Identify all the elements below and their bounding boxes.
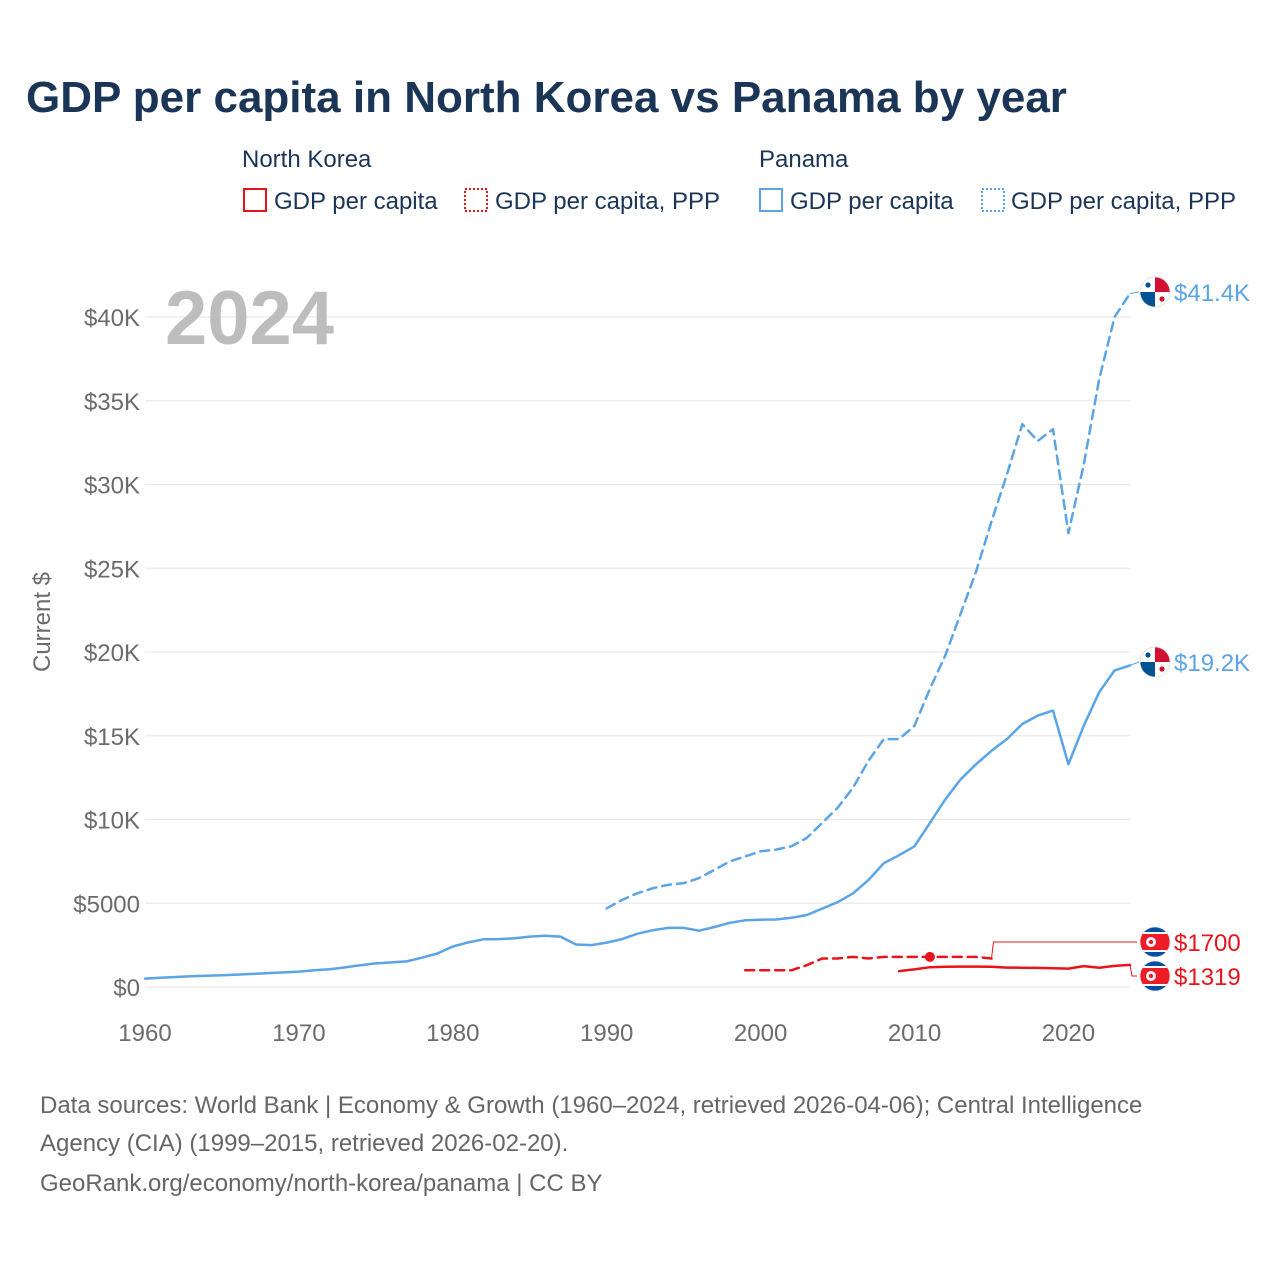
year-watermark: 2024 — [165, 276, 334, 361]
legend-swatch-panama-ppp — [981, 188, 1005, 212]
end-label-connector — [1129, 291, 1140, 295]
series-line-2 — [743, 955, 993, 972]
x-tick-label: 1990 — [580, 1020, 633, 1047]
series — [143, 292, 1132, 980]
footer-sources-cont: Agency (CIA) (1999–2015, retrieved 2026-… — [40, 1130, 568, 1157]
end-labels: $41.4K $19.2K $1700 $1319 — [991, 276, 1250, 992]
y-tick-label: $5000 — [73, 891, 140, 918]
y-tick-label: $10K — [84, 808, 140, 835]
series-line-1 — [143, 664, 1132, 980]
series-line-3 — [897, 963, 1132, 973]
end-label: $41.4K — [1174, 280, 1250, 307]
y-tick-label: $20K — [84, 640, 140, 667]
panama-flag-icon — [1139, 276, 1171, 308]
legend-item-north-korea-gdp: GDP per capita — [274, 188, 438, 215]
panama-flag-icon — [1139, 646, 1171, 678]
x-tick-label: 2010 — [888, 1020, 941, 1047]
north-korea-flag-icon — [1139, 960, 1171, 992]
y-tick-label: $15K — [84, 724, 140, 751]
x-axis-ticks: 1960 1970 1980 1990 2000 2010 2020 — [118, 1020, 1095, 1047]
x-tick-label: 1970 — [272, 1020, 325, 1047]
y-axis-label: Current $ — [29, 572, 56, 672]
y-tick-label: $30K — [84, 473, 140, 500]
end-label: $1700 — [1174, 930, 1241, 957]
legend-swatch-panama-gdp — [759, 188, 783, 212]
y-tick-label: $40K — [84, 305, 140, 332]
x-tick-label: 2020 — [1042, 1020, 1095, 1047]
end-label-connector — [1129, 661, 1140, 666]
x-tick-label: 1960 — [118, 1020, 171, 1047]
footer-url: GeoRank.org/economy/north-korea/panama |… — [40, 1170, 603, 1197]
footer-sources: Data sources: World Bank | Economy & Gro… — [40, 1092, 1142, 1119]
legend-group-north-korea: North Korea — [242, 146, 372, 173]
legend-item-panama-gdp: GDP per capita — [790, 188, 954, 215]
chart-title: GDP per capita in North Korea vs Panama … — [26, 73, 1067, 122]
north-korea-flag-icon — [1139, 926, 1171, 958]
y-tick-label: $25K — [84, 556, 140, 583]
legend: North Korea GDP per capita GDP per capit… — [242, 146, 1236, 215]
y-tick-label: $0 — [113, 975, 140, 1002]
legend-swatch-north-korea-gdp — [243, 188, 267, 212]
legend-group-panama: Panama — [759, 146, 849, 173]
x-tick-label: 1980 — [426, 1020, 479, 1047]
end-label: $19.2K — [1174, 650, 1250, 677]
x-tick-label: 2000 — [734, 1020, 787, 1047]
series-marker — [924, 951, 935, 962]
y-tick-label: $35K — [84, 389, 140, 416]
end-label: $1319 — [1174, 964, 1241, 991]
gridlines — [145, 316, 1130, 988]
end-label-connector — [1129, 964, 1137, 977]
series-line-0 — [605, 292, 1132, 910]
legend-item-north-korea-ppp: GDP per capita, PPP — [495, 188, 720, 215]
legend-item-panama-ppp: GDP per capita, PPP — [1011, 188, 1236, 215]
y-axis-ticks: $0 $5000 $10K $15K $20K $25K $30K $35K $40K — [73, 305, 140, 1002]
end-label-connector — [991, 941, 1137, 959]
legend-swatch-north-korea-ppp — [464, 188, 488, 212]
